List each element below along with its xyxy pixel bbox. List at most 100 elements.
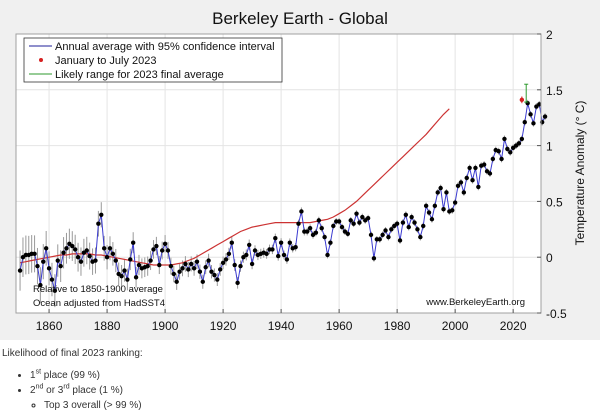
data-point (75, 255, 81, 260)
data-point (377, 237, 382, 242)
data-point (516, 141, 522, 146)
data-point (177, 269, 182, 274)
data-point (307, 225, 313, 231)
data-point (316, 218, 322, 223)
data-point (247, 242, 252, 248)
data-point (168, 263, 174, 269)
data-point (339, 224, 345, 230)
data-point (325, 252, 330, 258)
legend-dot-partial-icon (39, 58, 43, 62)
data-point (522, 119, 527, 125)
ranking-text: or 3 (43, 385, 64, 396)
legend-label-range: Likely range for 2023 final average (55, 69, 224, 81)
data-point (331, 223, 336, 229)
data-point (528, 112, 533, 117)
data-point (487, 171, 493, 176)
partial-2023-point (519, 97, 525, 103)
data-point (409, 214, 414, 220)
data-point (455, 183, 461, 188)
data-point (452, 200, 458, 205)
data-point (110, 251, 116, 257)
data-point (174, 279, 179, 284)
data-point (415, 227, 420, 232)
data-point (41, 259, 46, 264)
data-point (371, 256, 377, 261)
data-point (481, 162, 487, 167)
data-point (151, 247, 156, 252)
data-point (313, 230, 319, 235)
data-point (458, 180, 464, 185)
x-tick-label: 2020 (500, 319, 527, 333)
data-point (206, 258, 211, 263)
data-point (426, 210, 432, 215)
data-point (386, 234, 391, 240)
ranking-text: place (99 %) (41, 370, 100, 381)
legend-label-partial: January to July 2023 (55, 55, 157, 67)
data-point (360, 214, 365, 220)
ranking-list: 1st place (99 %) 2nd or 3rd place (1 %) … (0, 369, 600, 412)
data-point (444, 190, 449, 195)
data-point (502, 136, 507, 142)
annotation-ocean: Ocean adjusted from HadSST4 (33, 298, 165, 309)
y-tick-label: 0 (546, 251, 553, 265)
data-point (136, 262, 142, 268)
data-point (383, 228, 388, 233)
data-point (43, 246, 49, 251)
data-point (470, 177, 475, 183)
data-point (365, 215, 371, 221)
data-point (357, 220, 362, 225)
legend: Annual average with 95% confidence inter… (23, 37, 283, 83)
data-point (537, 102, 542, 107)
data-point (296, 221, 301, 226)
data-point (351, 221, 356, 226)
plot-frame (15, 33, 542, 314)
data-point (46, 266, 52, 271)
data-point (165, 248, 171, 253)
y-axis-label: Temperature Anomaly (° C) (573, 101, 587, 246)
data-point (17, 268, 23, 273)
data-point (188, 261, 194, 267)
data-point (194, 259, 200, 264)
data-point (87, 253, 92, 259)
data-point (473, 165, 478, 171)
data-point (183, 261, 188, 267)
y-tick-label: 1.5 (546, 84, 563, 98)
data-point (305, 229, 310, 234)
annotation-website: www.BerkeleyEarth.org (425, 297, 525, 308)
x-tick-label: 1860 (36, 319, 63, 333)
data-point (119, 273, 124, 279)
ranking-section: Likelihood of final 2023 ranking: 1st pl… (0, 340, 600, 414)
data-point (58, 263, 63, 269)
data-point (217, 267, 223, 272)
data-point (197, 269, 203, 274)
data-point (130, 240, 136, 245)
data-point (429, 217, 435, 222)
data-point (96, 221, 101, 226)
data-point (412, 220, 417, 225)
data-point (345, 231, 351, 236)
data-point (223, 257, 229, 262)
legend-label-annual: Annual average with 95% confidence inter… (55, 41, 275, 53)
data-point (464, 175, 469, 181)
y-tick-label: 1 (546, 140, 553, 154)
data-point (84, 248, 89, 253)
data-point (78, 259, 84, 264)
data-point (276, 253, 281, 259)
data-point (200, 279, 205, 284)
data-point (38, 282, 43, 288)
data-point (235, 280, 240, 286)
ranking-heading: Likelihood of final 2023 ranking: (2, 348, 143, 359)
y-tick-label: 0.5 (546, 195, 563, 209)
data-point (287, 240, 293, 245)
data-point (281, 252, 287, 258)
data-point (423, 203, 429, 209)
data-point (499, 156, 504, 162)
ranking-item-first: 1st place (99 %) (30, 369, 600, 382)
x-tick-label: 1940 (268, 319, 295, 333)
data-point (209, 269, 214, 274)
data-point (159, 248, 165, 253)
data-point (368, 232, 374, 238)
data-point (389, 227, 394, 232)
data-point (232, 262, 237, 268)
data-point (49, 277, 55, 282)
